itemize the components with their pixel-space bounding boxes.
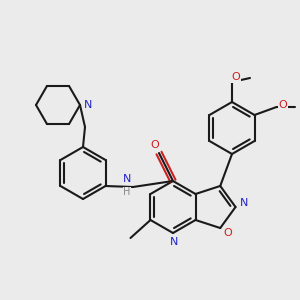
Text: H: H <box>123 187 131 197</box>
Text: O: O <box>278 100 287 110</box>
Text: O: O <box>151 140 159 150</box>
Text: O: O <box>224 228 233 238</box>
Text: N: N <box>240 198 249 208</box>
Text: N: N <box>84 100 92 110</box>
Text: N: N <box>170 237 178 247</box>
Text: O: O <box>232 72 240 82</box>
Text: N: N <box>123 174 131 184</box>
